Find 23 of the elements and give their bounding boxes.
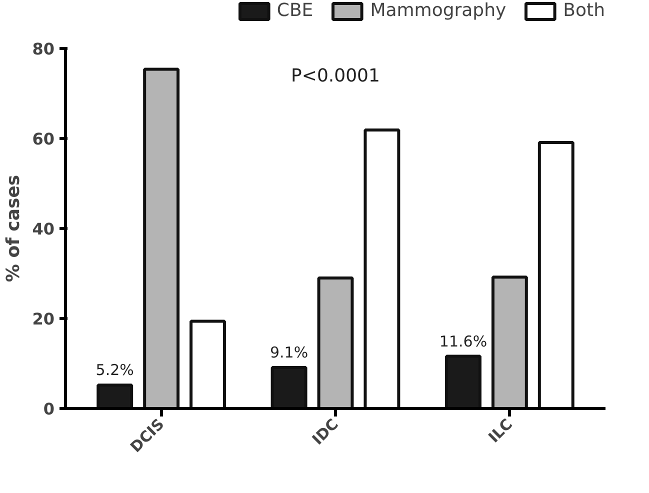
bar bbox=[143, 68, 180, 408]
bar bbox=[445, 354, 482, 408]
legend-label: Both bbox=[563, 0, 605, 21]
y-tick-label: 80 bbox=[32, 40, 54, 58]
bar bbox=[190, 320, 226, 408]
bar bbox=[538, 141, 574, 408]
y-tick-label: 20 bbox=[32, 310, 54, 328]
data-label: 11.6% bbox=[439, 332, 488, 350]
legend-label: CBE bbox=[276, 0, 314, 21]
bar bbox=[96, 384, 134, 408]
annotation: P<0.0001 bbox=[291, 66, 380, 86]
data-label: 5.2% bbox=[96, 361, 134, 380]
bar bbox=[270, 366, 308, 408]
legend-label: Mammography bbox=[370, 0, 506, 21]
bar bbox=[491, 276, 528, 408]
data-label: 9.1% bbox=[270, 344, 308, 362]
x-tick-label: ILC bbox=[484, 415, 516, 446]
y-tick-label: 0 bbox=[43, 400, 55, 418]
y-axis-title: % of cases bbox=[3, 174, 24, 282]
bar bbox=[364, 128, 400, 408]
y-tick-label: 40 bbox=[32, 220, 54, 238]
bar bbox=[317, 276, 354, 408]
y-tick-label: 60 bbox=[32, 130, 54, 148]
